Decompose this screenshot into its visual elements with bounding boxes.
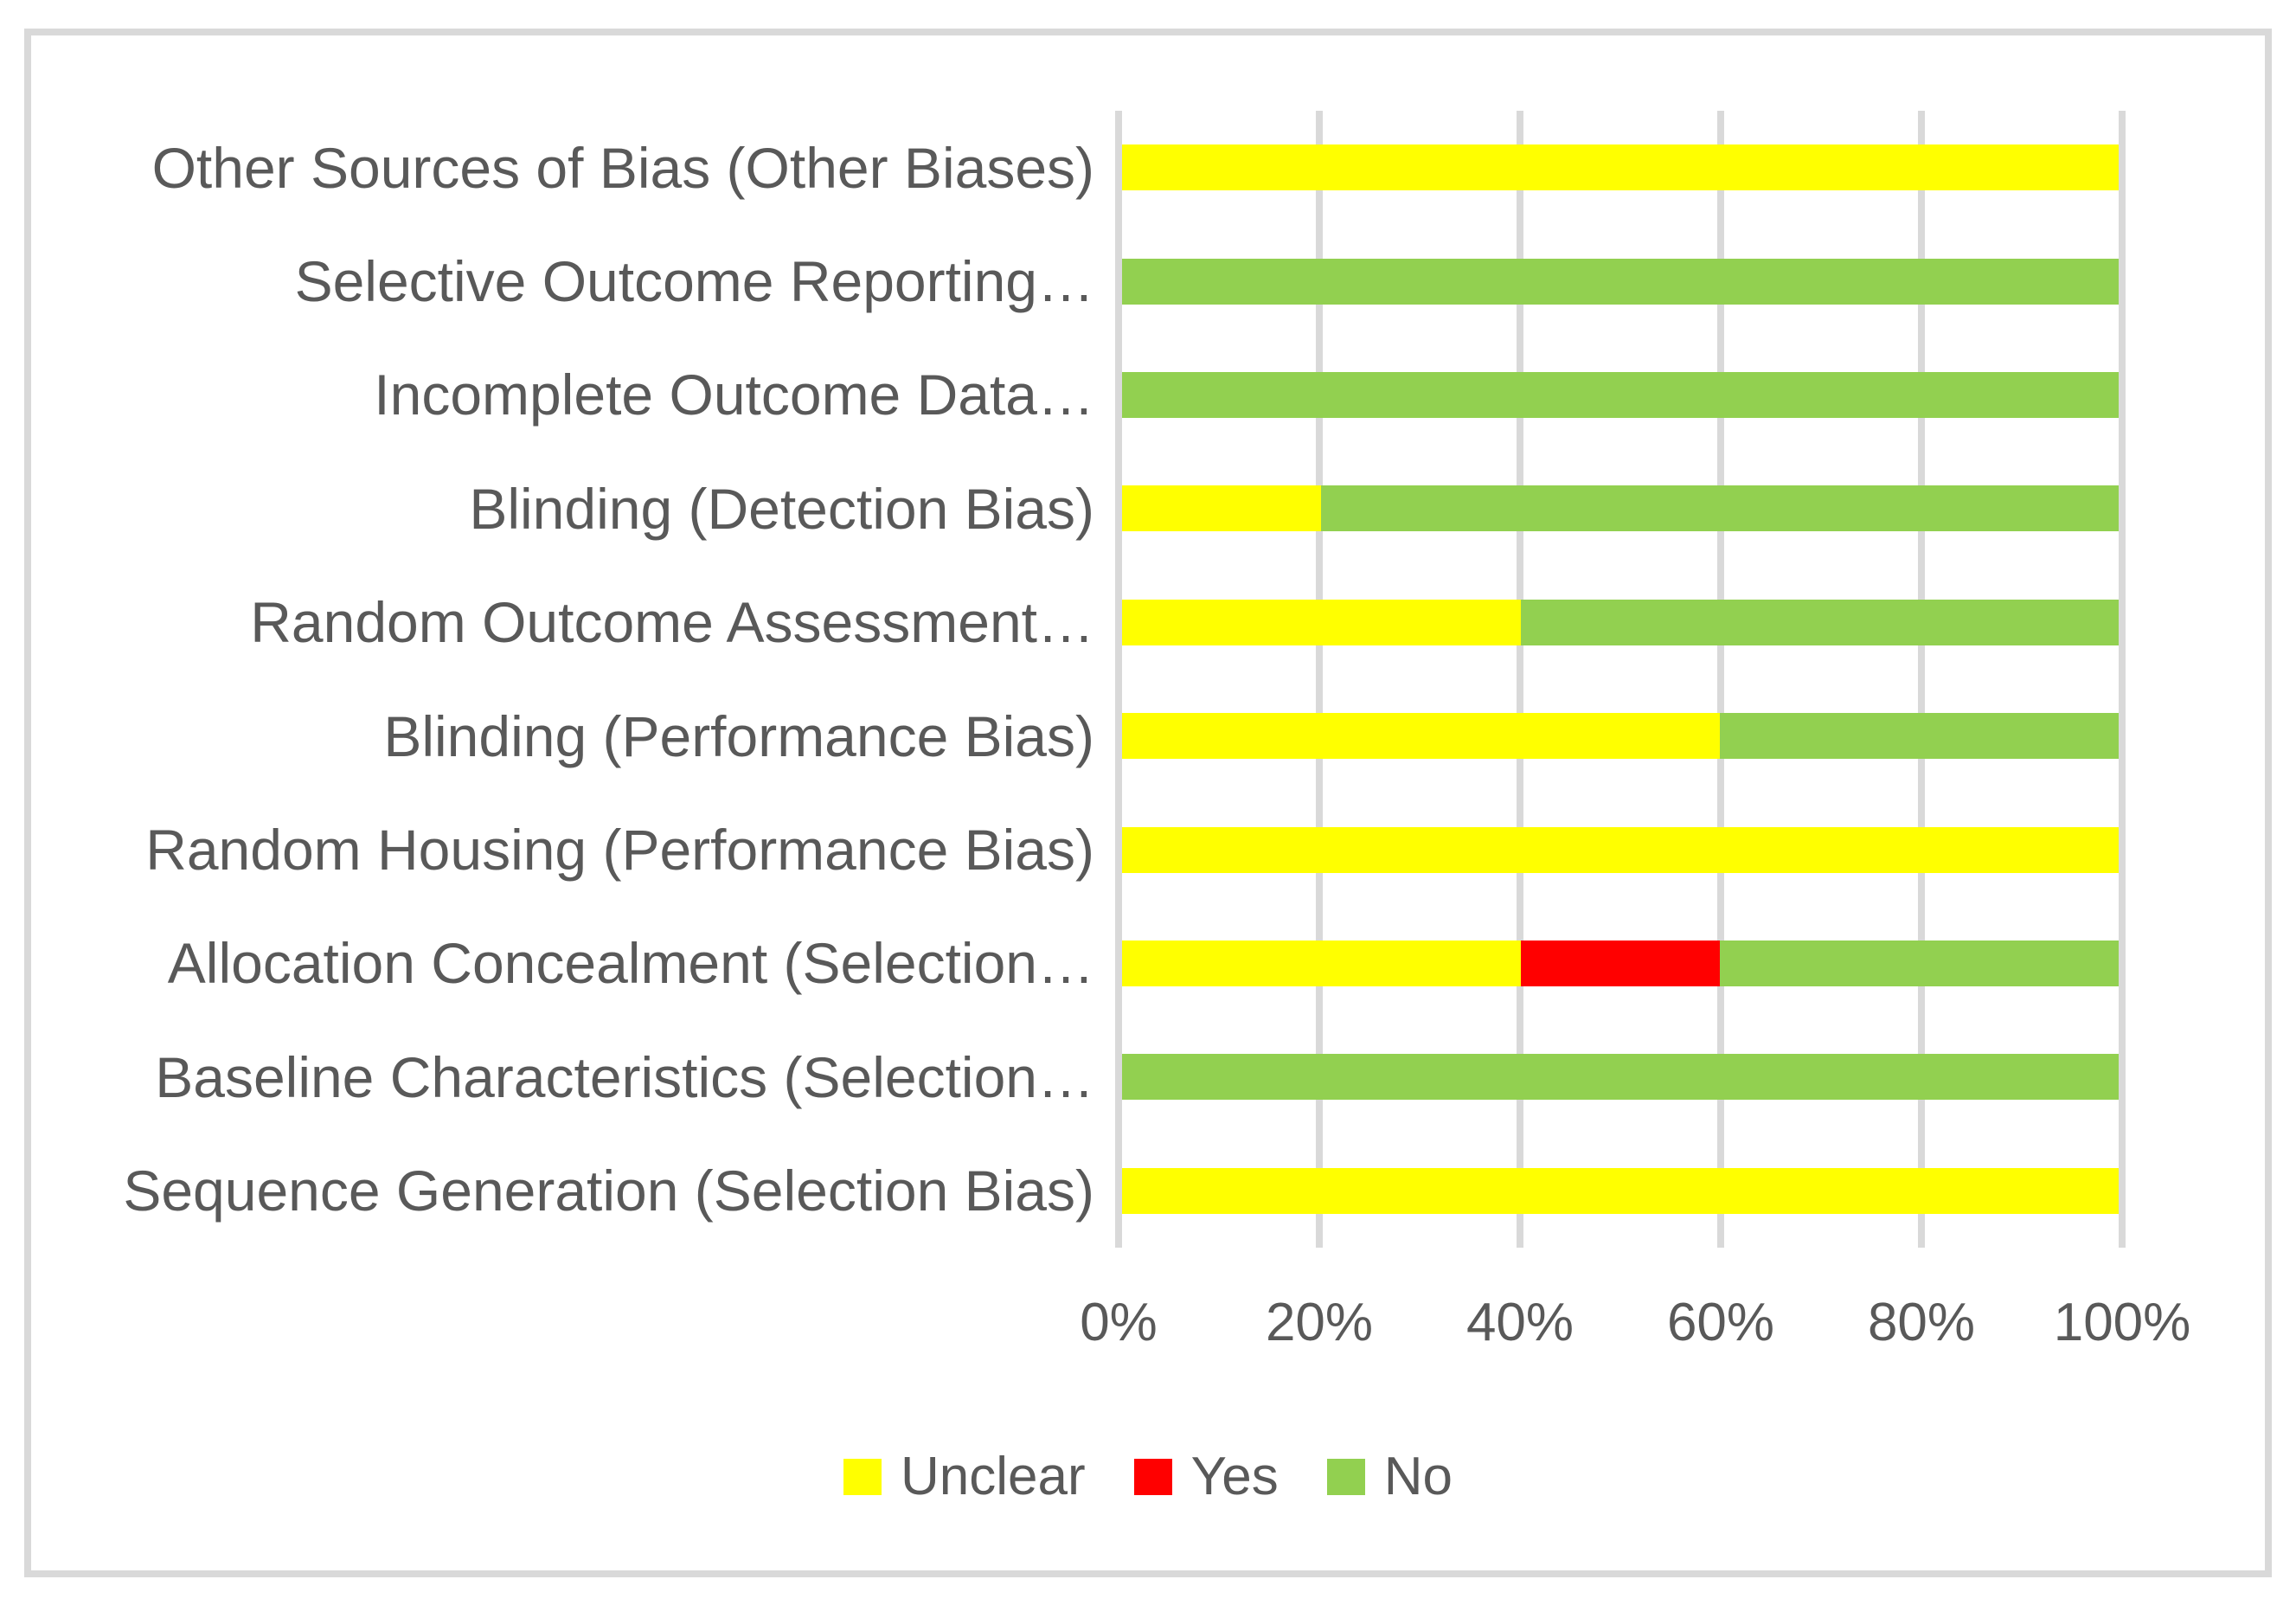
legend-item-unclear: Unclear [843,1450,1086,1504]
bar-row [1119,338,2122,452]
bars [1119,111,2122,1248]
bar-segment-unclear [1122,826,2119,873]
category-label: Blinding (Detection Bias) [469,476,1094,541]
gridline [1717,111,1724,1248]
gridline [1115,111,1122,1248]
bar-segment-no [1720,940,2119,986]
bar-row [1119,793,2122,906]
gridlines [1115,111,2126,1248]
stacked-bar [1122,144,2119,191]
bar-row [1119,566,2122,679]
category-label: Allocation Concealment (Selection… [167,931,1094,996]
bar-segment-yes [1520,940,1721,986]
category-label: Baseline Characteristics (Selection… [155,1044,1094,1109]
bar-segment-no [1720,713,2119,760]
category-label: Other Sources of Bias (Other Biases) [151,135,1094,200]
legend-label: Yes [1190,1447,1279,1506]
gridline [2119,111,2126,1248]
stacked-bar [1122,1167,2119,1214]
legend-swatch-unclear [843,1459,882,1495]
bar-segment-no [1122,258,2119,305]
x-tick-label: 100% [2053,1293,2191,1352]
bar-segment-unclear [1122,1167,2119,1214]
legend: Unclear Yes No [24,1438,2272,1516]
category-label: Random Housing (Performance Bias) [145,818,1094,883]
x-tick-label: 20% [1265,1293,1374,1352]
x-tick-label: 40% [1465,1293,1574,1352]
bar-segment-unclear [1122,485,1322,532]
bar-row [1119,907,2122,1020]
category-label: Selective Outcome Reporting… [294,249,1094,314]
gridline [1316,111,1323,1248]
category-label: Incomplete Outcome Data… [374,363,1094,427]
bar-row [1119,224,2122,337]
bar-segment-no [1321,485,2119,532]
bar-segment-unclear [1122,713,1721,760]
category-label: Blinding (Performance Bias) [383,703,1094,768]
x-tick-label: 80% [1867,1293,1976,1352]
stacked-bar [1122,1054,2119,1101]
stacked-bar [1122,599,2119,645]
bar-row [1119,452,2122,565]
bar-segment-no [1122,371,2119,418]
bar-segment-unclear [1122,144,2119,191]
bar-segment-no [1520,599,2119,645]
legend-label: Unclear [900,1447,1086,1506]
bar-row [1119,111,2122,224]
gridline [1517,111,1523,1248]
category-label: Random Outcome Assessment… [250,590,1094,655]
category-label: Sequence Generation (Selection Bias) [123,1159,1094,1223]
stacked-bar [1122,371,2119,418]
bar-row [1119,1020,2122,1133]
legend-swatch-no [1326,1459,1365,1495]
legend-item-no: No [1326,1447,1453,1506]
stacked-bar [1122,940,2119,986]
stacked-bar [1122,713,2119,760]
bar-row [1119,679,2122,793]
x-axis: 0% 20% 40% 60% 80% 100% [1080,1293,2190,1365]
stacked-bar [1122,258,2119,305]
bar-segment-unclear [1122,599,1521,645]
bar-segment-unclear [1122,940,1521,986]
category-axis: Other Sources of Bias (Other Biases) Sele… [35,111,1094,1248]
x-tick-label: 60% [1666,1293,1775,1352]
gridline [1918,111,1925,1248]
stacked-bar [1122,485,2119,532]
plot-area [1115,111,2126,1248]
legend-swatch-yes [1133,1459,1172,1495]
legend-label: No [1383,1447,1453,1506]
legend-item-yes: Yes [1133,1447,1279,1506]
x-tick-label: 0% [1080,1293,1158,1352]
bar-segment-no [1122,1054,2119,1101]
stacked-bar [1122,826,2119,873]
bar-row [1119,1134,2122,1248]
